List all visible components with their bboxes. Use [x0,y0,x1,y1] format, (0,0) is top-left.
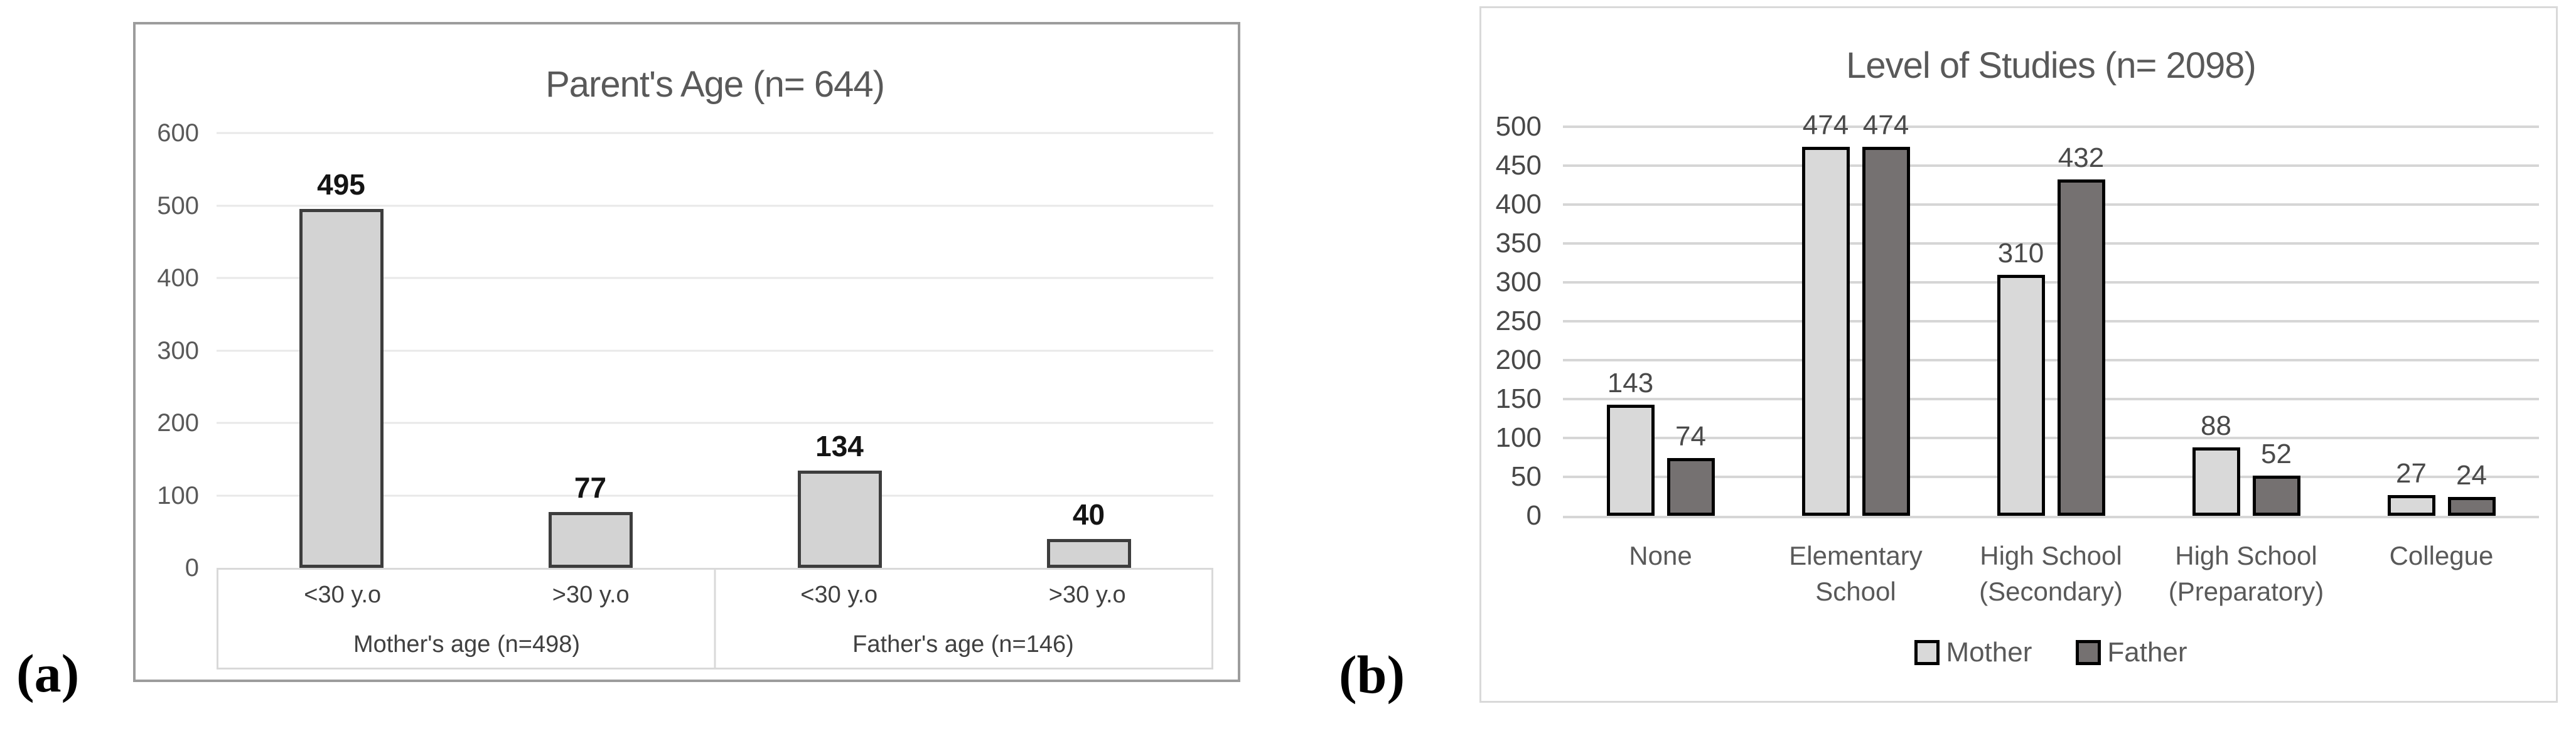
gridline [1563,125,2539,128]
gridline [1563,398,2539,400]
bar-value-label: 27 [2396,457,2427,489]
y-tick-label: 150 [1495,383,1542,414]
category-label: >30 y.o [1048,581,1126,608]
category-label: <30 y.o [304,581,382,608]
category-label: >30 y.o [552,581,630,608]
gridline [1563,359,2539,361]
y-tick-label: 0 [185,554,199,582]
y-tick-label: 0 [1526,500,1542,531]
y-tick-label: 400 [157,264,199,292]
gridline [1563,164,2539,167]
bar [1046,538,1131,568]
category-label: <30 y.o [800,581,878,608]
group-label: Mother's age (n=498) [353,631,581,658]
bar [1666,458,1715,516]
legend-swatch [2076,640,2101,665]
y-tick-label: 600 [157,119,199,147]
legend-swatch [1914,640,1940,665]
bar [1606,404,1655,516]
y-tick-label: 500 [1495,111,1542,142]
gridline [1563,281,2539,284]
bar-value-label: 24 [2456,460,2487,491]
group-label: Father's age (n=146) [852,631,1074,658]
chart-a-y-axis: 0 100 200 300 400 500 600 [136,120,217,580]
y-tick-label: 350 [1495,228,1542,259]
y-tick-label: 100 [1495,422,1542,453]
bar-value-label: 40 [1072,498,1105,531]
bar [2192,447,2240,516]
category-label: Collegue [2389,541,2494,570]
bar-value-label: 495 [317,168,365,201]
gridline [217,422,1213,424]
bar [299,209,384,568]
category-label: Elementary School [1789,541,1923,606]
chart-b-title: Level of Studies (n= 2098) [1846,45,2257,86]
legend-label: Father [2107,637,2187,668]
y-tick-label: 300 [157,336,199,365]
category-label: None [1629,541,1692,570]
y-tick-label: 450 [1495,150,1542,181]
gridline [1563,203,2539,206]
y-tick-label: 200 [1495,344,1542,375]
bar-value-label: 474 [1802,110,1849,141]
chart-b-category-row: None Elementary School High School (Second… [1563,538,2539,609]
subfigure-label-a: (a) [16,643,80,703]
chart-b-plot: 143 74 474 474 310 432 88 52 27 24 [1563,112,2539,518]
bar [548,512,633,568]
bar [797,471,882,568]
bar-value-label: 134 [815,430,864,463]
bar [2387,494,2435,516]
legend-item: Father [2076,639,2187,666]
y-tick-label: 400 [1495,189,1542,220]
legend-item: Mother [1914,639,2032,666]
bar [1862,147,1910,516]
bar-value-label: 310 [1997,237,2044,269]
gridline [1563,242,2539,245]
chart-a-category-area: <30 y.o >30 y.o <30 y.o >30 y.o Mother's ag… [217,568,1213,670]
chart-a-panel: Parent's Age (n= 644) 0 100 200 300 400 500 60… [133,22,1240,682]
bar [1801,147,1850,516]
chart-a-title: Parent's Age (n= 644) [545,64,885,105]
chart-a-plot: 495 77 134 40 [217,132,1213,570]
y-tick-label: 250 [1495,306,1542,336]
bar [1997,274,2045,516]
bar-value-label: 143 [1607,367,1654,398]
gridline [217,132,1213,134]
gridline [1563,320,2539,323]
gridline [217,205,1213,206]
chart-b-panel: Level of Studies (n= 2098) 0 50 100 150 200 2… [1479,6,2558,703]
subfigure-label-b: (b) [1339,644,1405,705]
gridline [217,494,1213,496]
bar [2252,475,2300,516]
category-group-divider [714,568,716,668]
legend-label: Mother [1946,637,2032,668]
bar-value-label: 474 [1862,110,1909,141]
bar-value-label: 77 [574,471,607,504]
y-tick-label: 500 [157,191,199,220]
category-label: High School (Secondary) [1979,541,2123,606]
y-tick-label: 100 [157,481,199,510]
chart-b-y-axis: 0 50 100 150 200 250 300 350 400 450 500 [1481,113,1563,530]
chart-a-category-row: <30 y.o >30 y.o <30 y.o >30 y.o [218,568,1211,622]
bar-value-label: 74 [1675,421,1706,452]
bar [2057,179,2105,516]
gridline [1563,476,2539,478]
chart-b-legend: Mother Father [1563,639,2539,666]
bar-value-label: 88 [2201,410,2231,441]
bar [2447,497,2496,516]
bar-value-label: 432 [2058,142,2105,174]
category-label: High School (Preparatory) [2168,541,2324,606]
y-tick-label: 50 [1511,461,1542,492]
y-tick-label: 300 [1495,267,1542,297]
chart-a-group-row: Mother's age (n=498) Father's age (n=146) [218,622,1211,667]
y-tick-label: 200 [157,409,199,437]
gridline [1563,437,2539,439]
bar-value-label: 52 [2261,438,2292,469]
gridline [217,349,1213,351]
gridline [217,277,1213,279]
